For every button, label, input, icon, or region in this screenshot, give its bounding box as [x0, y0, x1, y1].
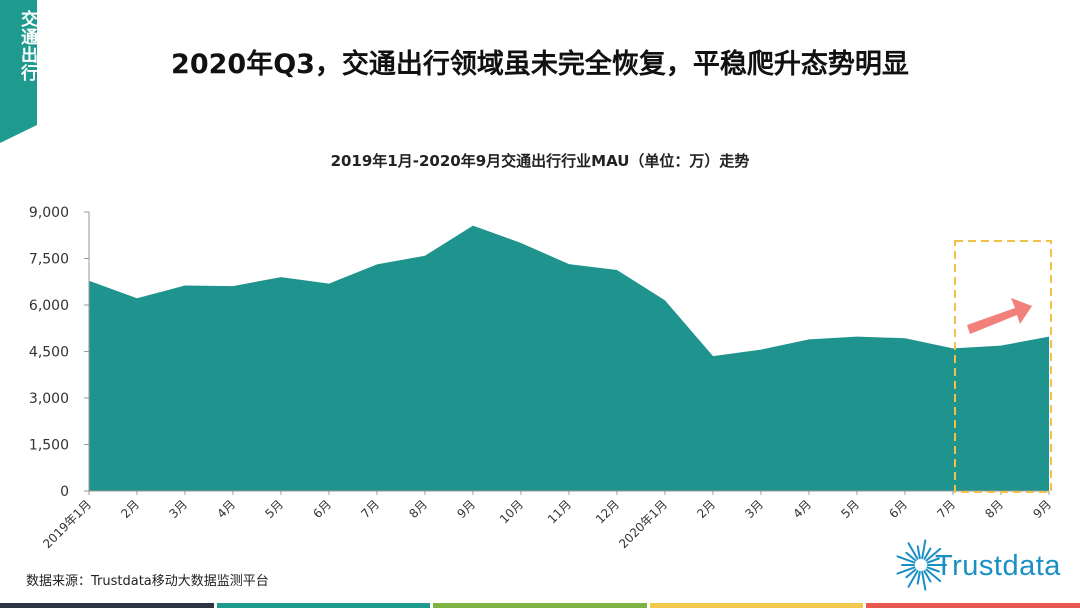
- chart-title: 2019年1月-2020年9月交通出行行业MAU（单位：万）走势: [330, 152, 750, 170]
- trend-up-arrow-icon: [967, 298, 1032, 334]
- x-tick-label: 4月: [790, 497, 814, 521]
- bottom-bar-segment: [866, 603, 1080, 608]
- y-tick-label: 0: [60, 484, 69, 500]
- y-tick-label: 9,000: [29, 205, 69, 221]
- y-tick-label: 7,500: [29, 252, 69, 268]
- bottom-bar-segment: [433, 603, 647, 608]
- bottom-bar-segment: [216, 603, 431, 608]
- bottom-bar-segment: [0, 603, 214, 608]
- bottom-color-bar: [0, 603, 1080, 608]
- series-area: [89, 225, 1049, 491]
- x-tick-label: 2019年1月: [40, 497, 94, 551]
- x-tick-label: 5月: [838, 497, 862, 521]
- x-tick-label: 6月: [886, 497, 910, 521]
- x-tick-label: 12月: [593, 497, 622, 526]
- trustdata-logo: Trustdata: [893, 536, 1073, 594]
- x-tick-label: 7月: [358, 497, 382, 521]
- x-tick-label: 6月: [310, 497, 334, 521]
- source-note: 数据来源：Trustdata移动大数据监测平台: [26, 574, 269, 589]
- x-tick-label: 9月: [454, 497, 478, 521]
- x-tick-label: 2月: [694, 497, 718, 521]
- y-tick-label: 1,500: [29, 438, 69, 454]
- x-tick-label: 11月: [545, 497, 574, 526]
- x-tick-label: 2020年1月: [616, 497, 670, 551]
- starburst-icon: [896, 539, 947, 591]
- x-tick-label: 9月: [1030, 497, 1054, 521]
- x-tick-label: 8月: [406, 497, 430, 521]
- bottom-bar-segment: [649, 603, 864, 608]
- y-tick-label: 3,000: [29, 391, 69, 407]
- y-tick-label: 6,000: [29, 298, 69, 314]
- x-tick-label: 3月: [166, 497, 190, 521]
- x-tick-label: 10月: [497, 497, 526, 526]
- x-tick-label: 3月: [742, 497, 766, 521]
- x-tick-label: 5月: [262, 497, 286, 521]
- section-tag-label: 交通出行: [17, 10, 37, 82]
- logo-text: Trustdata: [935, 550, 1061, 582]
- y-tick-label: 4,500: [29, 345, 69, 361]
- section-tag: 交通出行: [0, 0, 37, 143]
- x-tick-label: 8月: [982, 497, 1006, 521]
- page-title: 2020年Q3，交通出行领域虽未完全恢复，平稳爬升态势明显: [171, 49, 909, 80]
- x-tick-label: 2月: [118, 497, 142, 521]
- x-tick-label: 7月: [934, 497, 958, 521]
- x-tick-label: 4月: [214, 497, 238, 521]
- highlight-box: [954, 240, 1052, 493]
